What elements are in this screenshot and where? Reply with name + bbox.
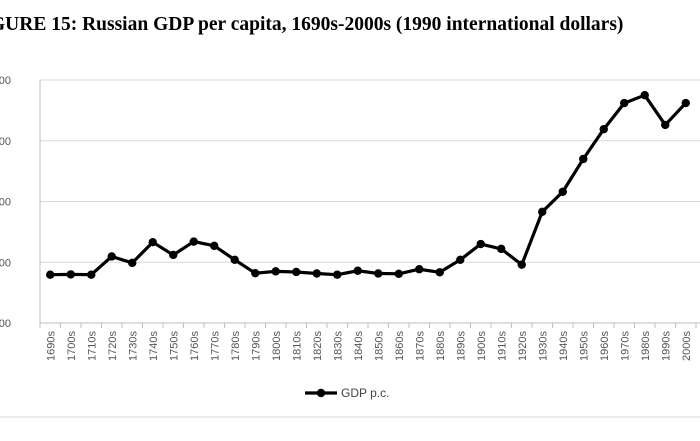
gridlines (40, 79, 700, 324)
data-point (210, 241, 219, 251)
data-point (456, 255, 465, 265)
x-tick-label: 1890s (455, 331, 467, 361)
data-point (517, 260, 526, 269)
x-tick-label: 1810s (291, 331, 303, 361)
data-point (230, 255, 239, 265)
legend: GDP p.c. (0, 386, 700, 418)
x-tick-label: 1760s (189, 331, 201, 361)
data-point (66, 270, 75, 279)
data-point (620, 98, 629, 108)
y-tick-label: 000 (0, 75, 11, 87)
chart-title: GURE 15: Russian GDP per capita, 1690s-2… (0, 14, 624, 35)
data-point (394, 269, 403, 278)
series-line (50, 93, 687, 277)
x-tick-label: 1970s (619, 331, 631, 361)
data-point (681, 98, 690, 108)
x-tick-label: 1730s (127, 331, 139, 361)
y-tick-label: 000 (0, 197, 11, 209)
legend-marker (316, 388, 326, 398)
x-tick-label: 1880s (435, 331, 447, 361)
x-tick-label: 1750s (168, 331, 180, 361)
data-point (661, 120, 670, 130)
x-axis: 1690s 1700s 1710s 1720s 1730s 1740s 1750s 1760s… (39, 322, 700, 361)
x-tick-label: 1940s (558, 331, 570, 361)
data-point (640, 90, 649, 100)
data-point (312, 269, 321, 278)
data-point (251, 268, 260, 278)
x-tick-label: 1930s (537, 331, 549, 361)
data-point (128, 258, 137, 268)
x-tick-label: 2000s (681, 331, 693, 361)
x-tick-label: 1840s (353, 331, 365, 361)
data-point (292, 267, 301, 277)
data-point (87, 270, 96, 279)
x-tick-label: 1690s (45, 331, 57, 361)
y-tick-label: 000 (0, 257, 11, 269)
x-tick-label: 1850s (373, 331, 385, 361)
x-tick-label: 1920s (517, 331, 529, 361)
data-point (353, 266, 362, 275)
x-tick-label: 1950s (578, 331, 590, 361)
y-tick-label: 000 (0, 318, 11, 330)
data-point (107, 252, 116, 261)
data-point (271, 267, 280, 276)
data-point (579, 154, 588, 164)
x-tick-label: 1990s (660, 331, 672, 361)
x-tick-label: 1830s (332, 331, 344, 361)
y-axis: 000 000 000 000 000 (0, 75, 41, 330)
data-point (476, 239, 485, 249)
x-tick-label: 1980s (640, 331, 652, 361)
y-tick-label: 000 (0, 136, 11, 148)
x-tick-label: 1720s (107, 331, 119, 361)
data-point (435, 268, 444, 277)
data-point (46, 270, 55, 279)
data-point (169, 250, 178, 260)
x-tick-label: 1960s (599, 331, 611, 361)
x-tick-label: 1700s (66, 331, 78, 361)
x-tick-label: 1900s (476, 331, 488, 361)
x-tick-label: 1740s (148, 331, 160, 361)
x-tick-label: 1820s (312, 331, 324, 361)
series-layer (46, 90, 690, 279)
data-point (538, 207, 547, 217)
x-tick-label: 1790s (250, 331, 262, 361)
x-tick-label: 1780s (230, 331, 242, 361)
data-point (189, 237, 198, 246)
x-tick-label: 1870s (414, 331, 426, 361)
x-tick-label: 1710s (86, 331, 98, 361)
data-point (415, 265, 424, 274)
data-point (374, 269, 383, 278)
x-tick-label: 1770s (209, 331, 221, 361)
data-point (148, 238, 157, 247)
data-point (599, 125, 608, 134)
x-tick-label: 1800s (271, 331, 283, 361)
data-point (558, 187, 567, 196)
x-tick-label: 1860s (394, 331, 406, 361)
legend-label: GDP p.c. (341, 386, 389, 400)
x-tick-label: 1910s (496, 331, 508, 361)
data-point (333, 270, 342, 279)
data-point (497, 244, 506, 254)
